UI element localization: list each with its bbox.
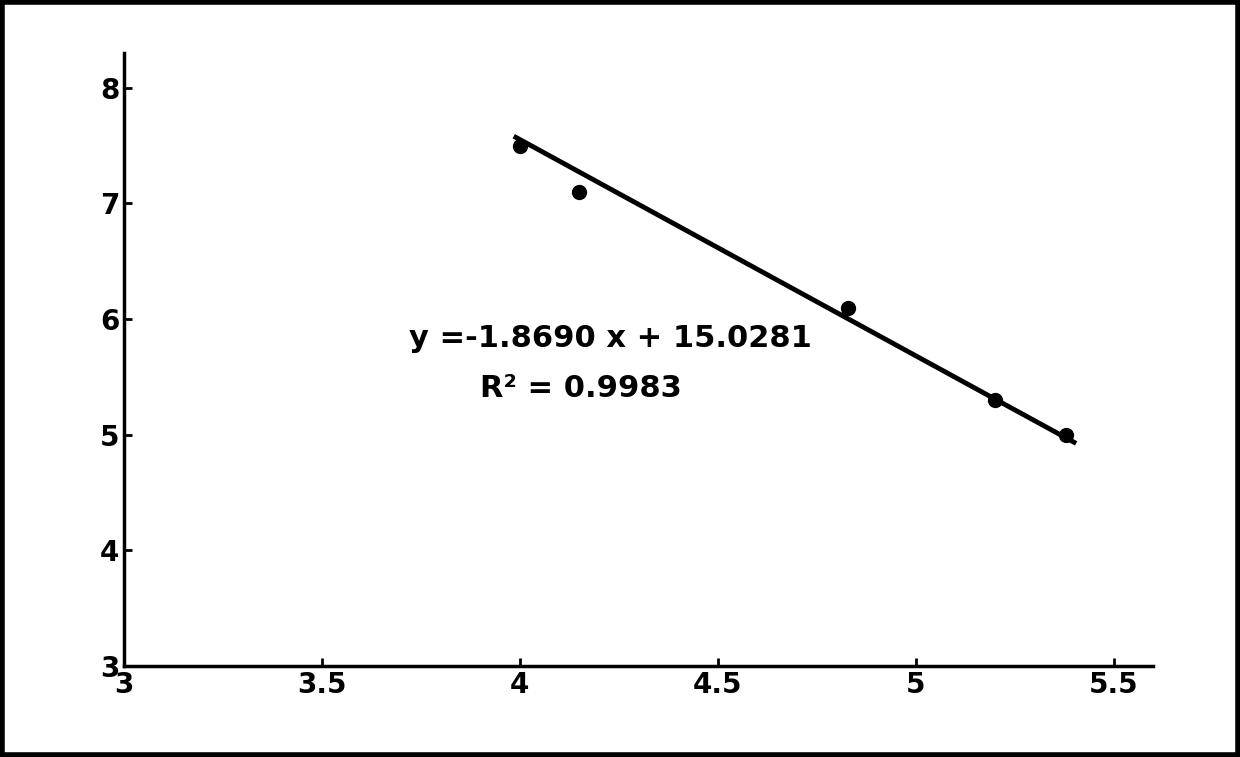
Text: R² = 0.9983: R² = 0.9983 [480,374,682,403]
Point [510,139,529,151]
Point [569,185,589,198]
Point [838,301,858,313]
Point [985,394,1004,406]
Text: y =-1.8690 x + 15.0281: y =-1.8690 x + 15.0281 [409,324,812,354]
Point [1056,428,1076,441]
